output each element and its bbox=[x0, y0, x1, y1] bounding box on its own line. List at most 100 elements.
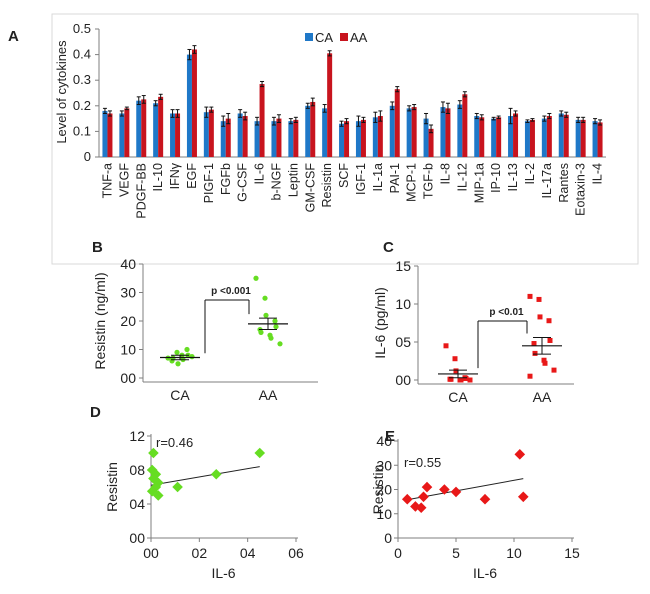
panel-a-category-label: IGF-1 bbox=[354, 163, 368, 195]
panel-b-ytick-label: 20 bbox=[120, 313, 136, 329]
dot-aa bbox=[277, 341, 283, 347]
bar-aa-IL-2 bbox=[529, 119, 535, 157]
panel-a-ytick-label: 0 bbox=[84, 149, 91, 164]
panel-a-category-label: IP-10 bbox=[489, 163, 503, 193]
trend-line bbox=[150, 466, 260, 486]
panel-a-category-label: IL-6 bbox=[253, 163, 267, 185]
bar-aa-Resistin bbox=[327, 53, 333, 157]
panel-e-xtick-label: 15 bbox=[564, 545, 580, 561]
bar-ca-IL-17a bbox=[541, 118, 547, 157]
bar-aa-IL-10 bbox=[158, 96, 164, 157]
bar-aa-IL-13 bbox=[513, 113, 519, 157]
panel-a-category-label: MCP-1 bbox=[405, 163, 419, 202]
panel-c-ytick-label: 15 bbox=[395, 258, 411, 274]
bar-ca-IL-1a bbox=[372, 117, 378, 157]
panel-c-ytick-label: 05 bbox=[395, 334, 411, 350]
dot-ca bbox=[448, 376, 454, 382]
scatter-point bbox=[514, 449, 526, 460]
bar-ca-Leptin bbox=[288, 121, 294, 157]
panel-a-category-label: PIGF-1 bbox=[202, 163, 216, 203]
panel-a-category-label: FGFb bbox=[219, 163, 233, 195]
dot-aa bbox=[546, 318, 552, 324]
legend-swatch-ca bbox=[305, 33, 313, 41]
scatter-point bbox=[210, 468, 222, 480]
panel-label-B: B bbox=[92, 239, 103, 256]
bar-aa-PIGF-1 bbox=[208, 109, 214, 157]
bar-ca-IL-2 bbox=[524, 121, 530, 157]
panel-e-ytick-label: 20 bbox=[376, 482, 392, 498]
bar-ca-GM-CSF bbox=[305, 105, 311, 157]
bar-ca-IP-10 bbox=[491, 118, 497, 157]
bar-ca-SCF bbox=[339, 123, 345, 157]
bar-ca-VEGF bbox=[119, 113, 125, 157]
panel-a-frame bbox=[51, 13, 639, 265]
bar-aa-IL-8 bbox=[445, 108, 451, 157]
bar-ca-IL-8 bbox=[440, 107, 446, 157]
bar-ca-PIGF-1 bbox=[203, 112, 209, 157]
panel-a-category-label: IL-1a bbox=[371, 163, 385, 192]
bar-aa-IL-17a bbox=[546, 116, 552, 157]
dot-aa bbox=[527, 373, 533, 379]
scatter-point bbox=[148, 447, 159, 459]
bar-ca-IL-13 bbox=[508, 116, 514, 157]
panel-b-ytick-label: 30 bbox=[120, 285, 136, 301]
panel-b-category-label: CA bbox=[170, 387, 190, 403]
bar-ca-IL-6 bbox=[254, 121, 260, 157]
bar-aa-EGF bbox=[191, 49, 197, 158]
panel-e-ytick-label: 0 bbox=[384, 530, 392, 546]
panel-a-category-label: Rantes bbox=[557, 163, 571, 203]
panel-a-category-label: Eotaxin-3 bbox=[574, 163, 588, 216]
panel-a-category-label: PDGF-BB bbox=[134, 163, 148, 219]
panel-c-category-label: AA bbox=[533, 389, 552, 405]
bar-aa-IL-6 bbox=[259, 84, 265, 157]
panel-c-pvalue: p <0.01 bbox=[489, 307, 524, 318]
dot-ca bbox=[467, 377, 473, 383]
dot-ca bbox=[443, 343, 449, 349]
bar-aa-VEGF bbox=[124, 108, 130, 157]
panel-b-category-label: AA bbox=[259, 387, 278, 403]
bar-aa-IGF-1 bbox=[360, 119, 366, 157]
panel-e-xlabel: IL-6 bbox=[473, 565, 497, 581]
panel-a-category-label: IL-17a bbox=[540, 163, 554, 198]
dot-ca bbox=[175, 361, 181, 367]
bar-aa-Rantes bbox=[563, 114, 569, 157]
panel-a-category-label: Leptin bbox=[286, 163, 300, 197]
panel-a-category-label: EGF bbox=[185, 163, 199, 189]
panel-a-category-label: IFNγ bbox=[168, 162, 182, 189]
panel-c-ylabel: IL-6 (pg/ml) bbox=[372, 287, 388, 359]
panel-b-pvalue: p <0.001 bbox=[211, 286, 251, 297]
panel-e-ytick-label: 40 bbox=[376, 433, 392, 449]
dot-aa bbox=[542, 360, 548, 366]
dot-aa bbox=[532, 350, 538, 356]
panel-a-category-label: IL-4 bbox=[591, 163, 605, 185]
bar-ca-MIP-1a bbox=[474, 116, 480, 157]
bar-ca-FGFb bbox=[220, 121, 226, 157]
panel-c-ytick-label: 00 bbox=[395, 372, 411, 388]
bar-aa-MCP-1 bbox=[411, 107, 417, 157]
panel-d-xlabel: IL-6 bbox=[211, 565, 235, 581]
bar-aa-Leptin bbox=[293, 119, 299, 157]
dot-aa bbox=[258, 329, 264, 335]
bar-ca-TNF-a bbox=[102, 110, 108, 157]
panel-e-ytick-label: 30 bbox=[376, 457, 392, 473]
panel-d-ytick-label: 08 bbox=[129, 462, 145, 478]
bar-ca-Resistin bbox=[322, 108, 328, 157]
panel-a-category-label: MIP-1a bbox=[472, 163, 486, 203]
bar-aa-Eotaxin-3 bbox=[580, 119, 586, 157]
bar-aa-IL-12 bbox=[462, 94, 468, 157]
panel-d-xtick-label: 06 bbox=[288, 545, 304, 561]
bar-aa-MIP-1a bbox=[479, 117, 485, 157]
panel-a-category-label: IL-8 bbox=[438, 163, 452, 185]
panel-e-r-value: r=0.55 bbox=[404, 455, 441, 470]
panel-a-category-label: TGF-b bbox=[422, 163, 436, 199]
panel-label-D: D bbox=[90, 404, 101, 421]
panel-a-ytick-label: 0.3 bbox=[73, 72, 91, 87]
panel-d-ytick-label: 12 bbox=[129, 428, 145, 444]
scatter-point bbox=[401, 493, 413, 505]
bar-ca-TGF-b bbox=[423, 118, 429, 157]
legend-label-aa: AA bbox=[350, 30, 368, 45]
panel-e-xtick-label: 0 bbox=[394, 545, 402, 561]
panel-a-category-label: G-CSF bbox=[236, 163, 250, 202]
dot-aa bbox=[273, 324, 279, 330]
